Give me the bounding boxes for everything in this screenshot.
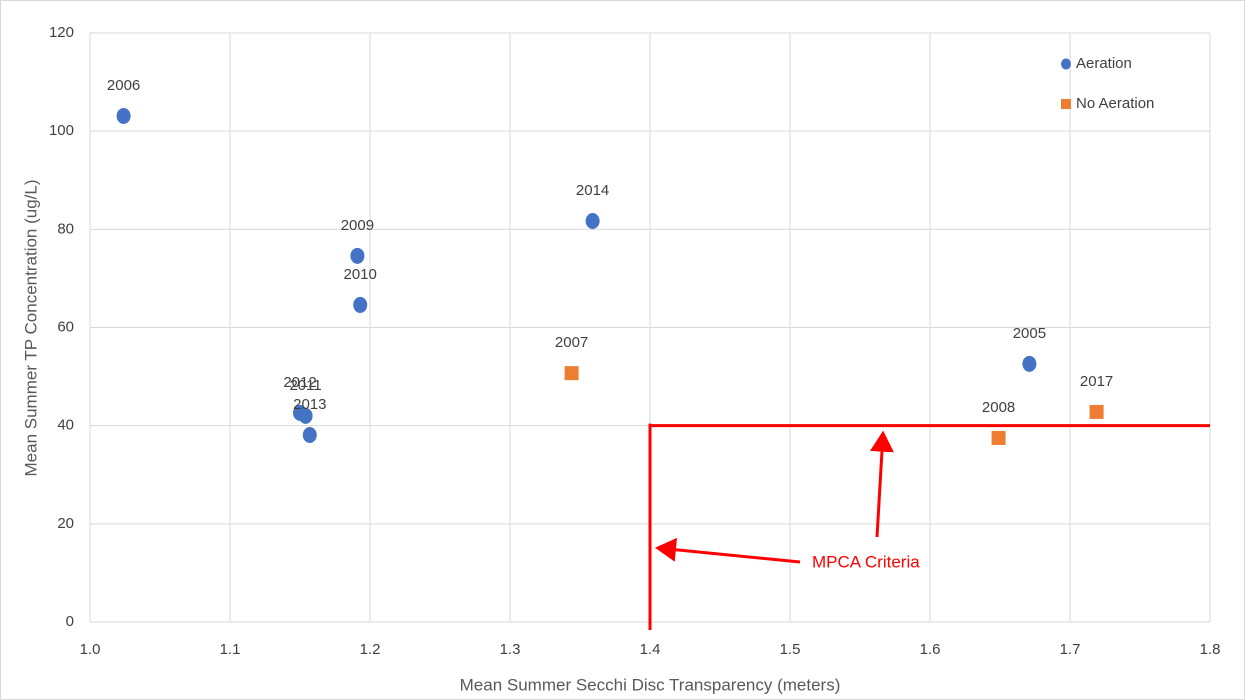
x-tick-label: 1.1 <box>220 641 241 658</box>
point-label: 2006 <box>107 77 140 94</box>
point-label: 2017 <box>1080 373 1113 390</box>
point-label: 2011 <box>289 377 321 394</box>
x-tick-label: 1.6 <box>920 641 941 658</box>
y-tick-label: 60 <box>57 318 74 335</box>
x-tick-label: 1.4 <box>640 641 661 658</box>
legend-label: No Aeration <box>1076 95 1154 112</box>
point-label: 2012 <box>283 374 316 391</box>
point-label: 2009 <box>341 217 374 234</box>
point <box>302 426 317 443</box>
point <box>585 212 600 229</box>
point-label: 2013 <box>293 396 326 413</box>
x-tick-label: 1.3 <box>500 641 521 658</box>
legend-marker <box>1061 58 1071 70</box>
x-tick-label: 1.5 <box>780 641 801 658</box>
x-axis-label: Mean Summer Secchi Disc Transparency (me… <box>460 675 841 694</box>
point-label: 2014 <box>576 182 609 199</box>
point <box>116 107 131 124</box>
point-label: 2005 <box>1013 325 1046 342</box>
y-axis-label: Mean Summer TP Concentration (ug/L) <box>21 179 40 476</box>
y-tick-label: 80 <box>57 220 74 237</box>
legend-label: Aeration <box>1076 55 1132 72</box>
y-tick-label: 20 <box>57 515 74 532</box>
point-label: 2010 <box>344 266 377 283</box>
arrow <box>655 537 801 564</box>
y-tick-label: 40 <box>57 417 74 434</box>
point <box>298 407 313 424</box>
point <box>1089 404 1104 419</box>
point <box>353 296 368 313</box>
point-label: 2008 <box>982 399 1015 416</box>
x-tick-label: 1.2 <box>360 641 381 658</box>
arrow <box>869 430 894 538</box>
x-tick-label: 1.0 <box>80 641 101 658</box>
point-label: 2007 <box>555 334 588 351</box>
legend-marker <box>1061 99 1071 109</box>
y-tick-label: 0 <box>66 613 74 630</box>
x-tick-label: 1.7 <box>1060 641 1081 658</box>
y-tick-label: 100 <box>49 122 74 139</box>
annotation: MPCA Criteria <box>812 552 920 571</box>
x-tick-label: 1.8 <box>1200 641 1221 658</box>
point <box>991 430 1006 445</box>
point <box>564 366 579 381</box>
point <box>350 247 365 264</box>
y-tick-label: 120 <box>49 24 74 41</box>
point <box>1022 355 1037 372</box>
